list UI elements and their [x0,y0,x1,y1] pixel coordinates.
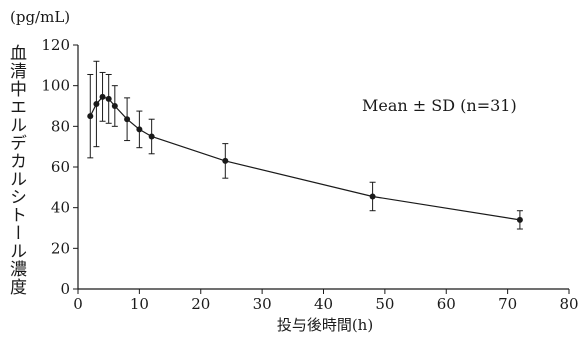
data-point [87,113,94,120]
y-axis-label: 血清中エルデカルシトール濃度 [6,44,26,296]
data-point [105,95,112,102]
y-tick-label: 0 [60,280,70,298]
x-tick-label: 30 [253,295,272,313]
y-tick-label: 60 [51,158,70,176]
y-tick-label: 80 [51,117,70,135]
x-axis-label: 投与後時間(h) [276,316,374,334]
x-tick-label: 10 [130,295,149,313]
x-tick-label: 0 [73,295,83,313]
x-tick-label: 80 [559,295,578,313]
x-tick-label: 70 [498,295,517,313]
x-tick-label: 50 [375,295,394,313]
data-point [222,157,229,164]
data-point [136,126,143,133]
x-tick-label: 60 [437,295,456,313]
y-tick-label: 120 [41,36,70,54]
data-point [369,193,376,200]
data-point [111,103,118,109]
data-point [124,116,131,123]
data-point [148,133,155,140]
x-tick-label: 20 [191,295,210,313]
y-unit-label: (pg/mL) [10,8,71,26]
data-point [516,216,523,223]
y-tick-label: 100 [41,77,70,95]
y-tick-label: 20 [51,239,70,257]
y-tick-label: 40 [51,199,70,217]
data-point [99,93,106,100]
series-line [89,96,520,221]
x-tick-label: 40 [314,295,333,313]
mean-sd-annotation: Mean ± SD (n=31) [362,96,517,115]
data-point [93,100,100,107]
